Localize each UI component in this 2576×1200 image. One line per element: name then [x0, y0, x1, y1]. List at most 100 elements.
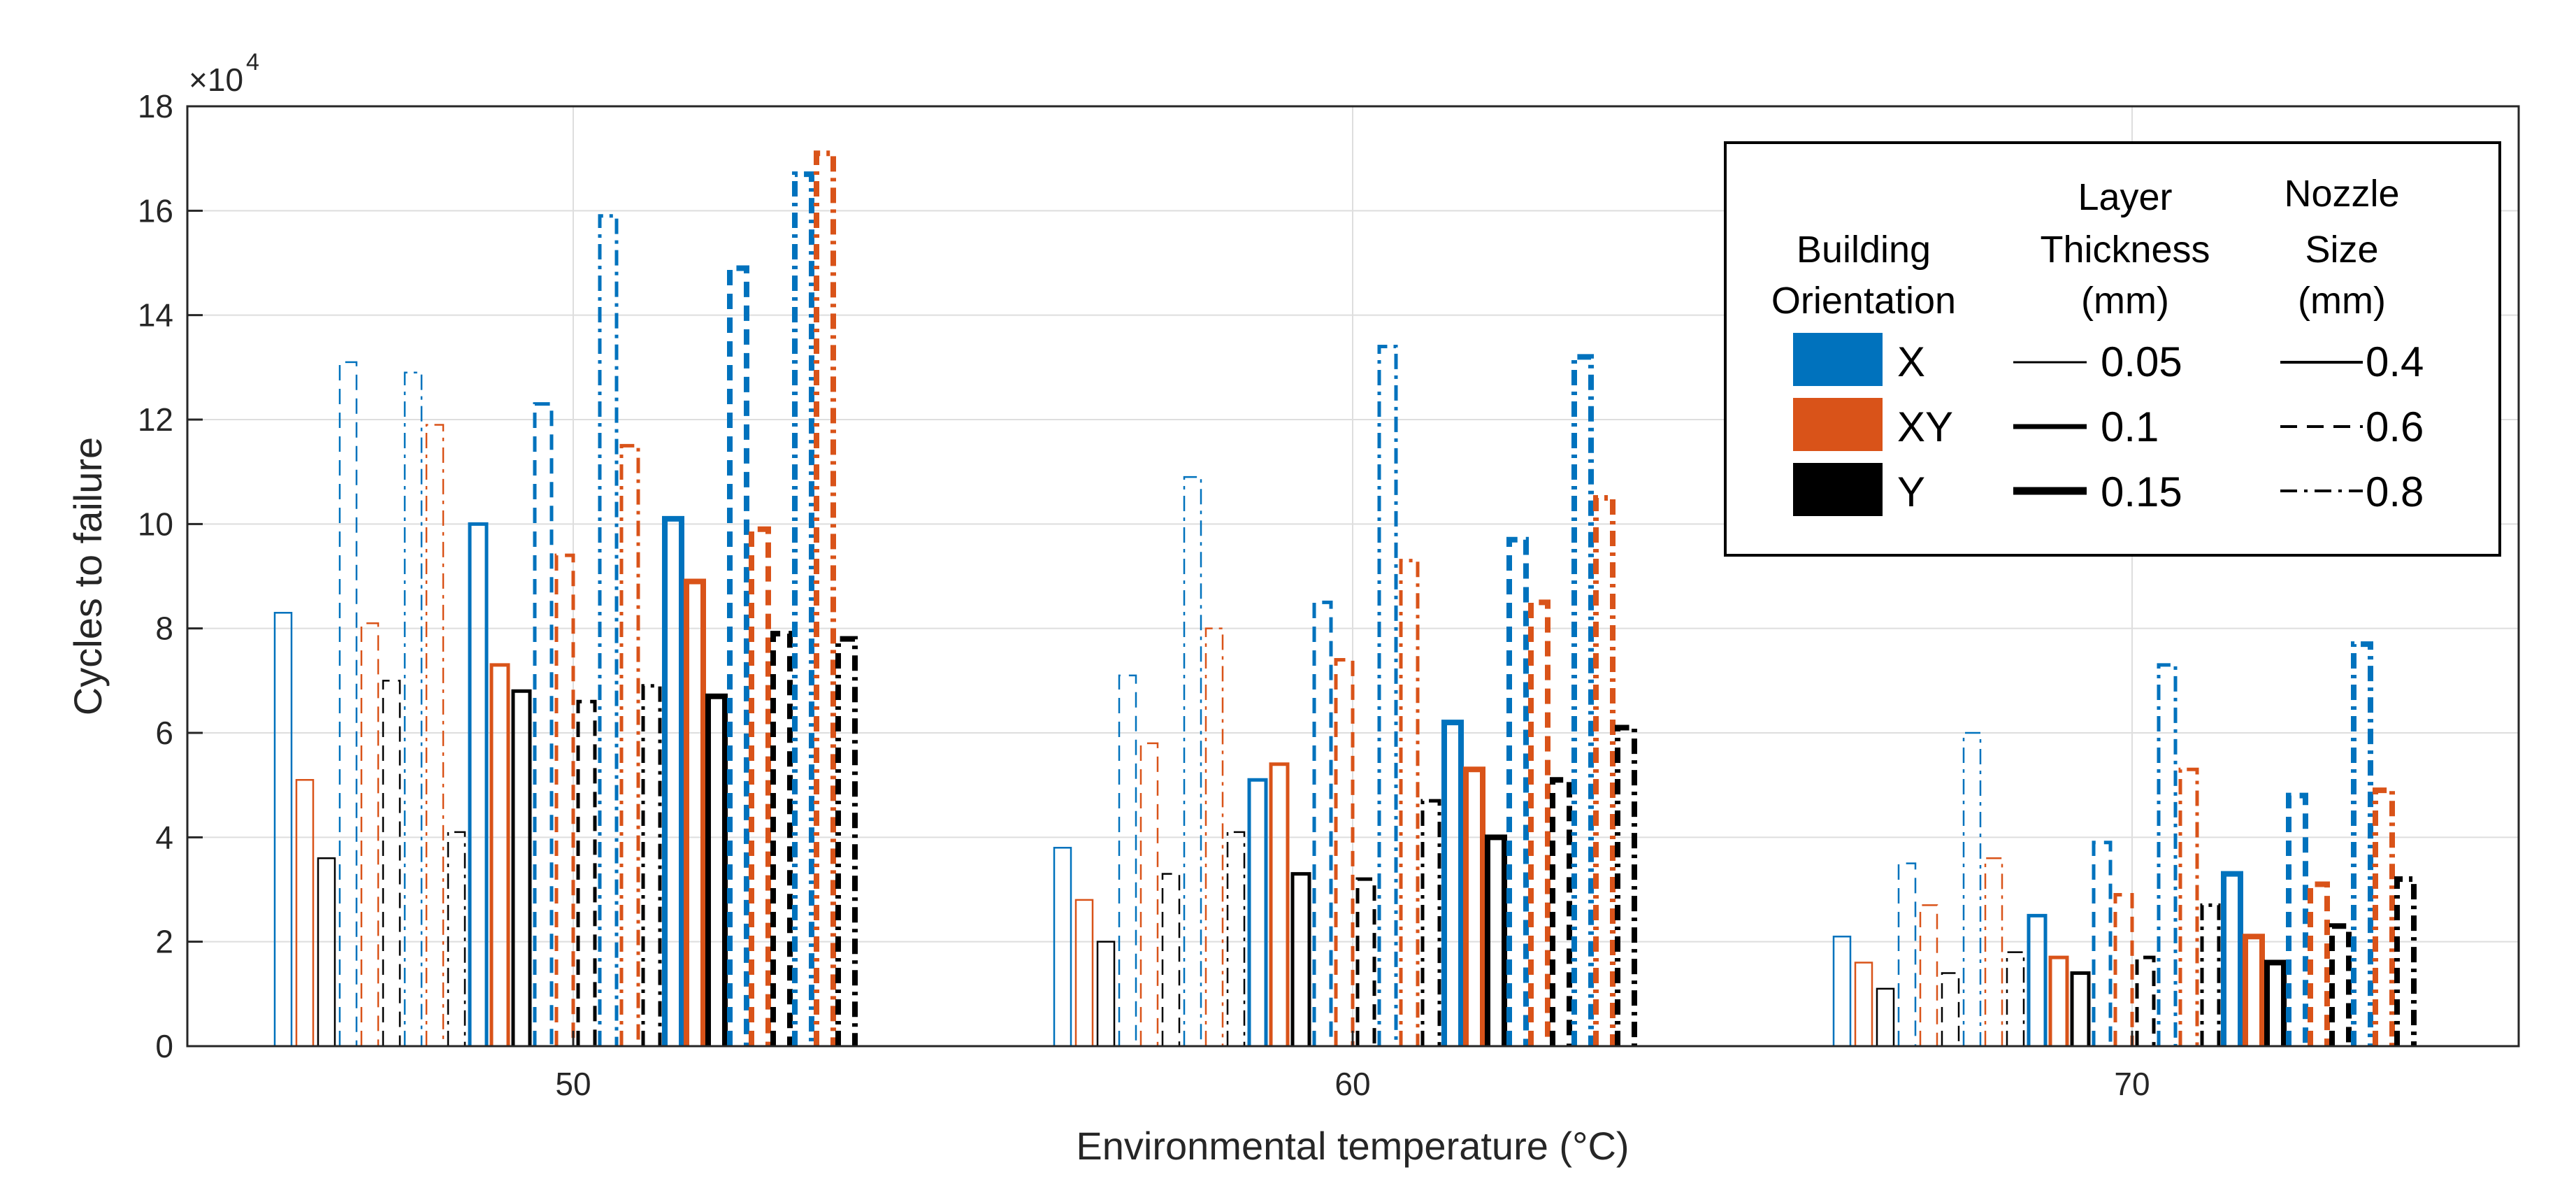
- x-tick-label: 60: [1334, 1066, 1370, 1102]
- bar-xy-lt0.05-nz0.4-t70: [1854, 962, 1873, 1046]
- bar-x-lt0.05-nz0.4-t50: [273, 612, 293, 1046]
- bar-y-lt0.1-nz0.8-t50: [641, 684, 662, 1046]
- bar-x-lt0.1-nz0.4-t60: [1247, 778, 1268, 1046]
- x-tick-label: 70: [2114, 1066, 2150, 1102]
- bar-xy-lt0.1-nz0.4-t60: [1269, 762, 1290, 1046]
- bar-x-lt0.05-nz0.4-t70: [1832, 935, 1852, 1046]
- bar-x-lt0.1-nz0.6-t50: [533, 402, 554, 1046]
- legend-label-layer-015: 0.15: [2101, 469, 2182, 515]
- bar-y-lt0.1-nz0.4-t50: [511, 689, 532, 1046]
- bar-y-lt0.05-nz0.6-t60: [1161, 873, 1181, 1046]
- legend-label-nozzle-06: 0.6: [2366, 403, 2424, 450]
- bar-xy-lt0.05-nz0.6-t50: [360, 622, 380, 1046]
- legend-swatch-xy: [1793, 398, 1883, 451]
- bar-x-lt0.1-nz0.6-t70: [2092, 841, 2113, 1046]
- bar-y-lt0.05-nz0.4-t70: [1876, 987, 1895, 1046]
- bar-y-lt0.05-nz0.8-t60: [1226, 831, 1246, 1046]
- y-exponent-base: ×10: [189, 62, 243, 98]
- bar-xy-lt0.15-nz0.8-t50: [814, 150, 836, 1046]
- bar-x-lt0.15-nz0.6-t50: [727, 265, 749, 1046]
- bar-y-lt0.1-nz0.4-t70: [2070, 971, 2091, 1046]
- bar-y-lt0.1-nz0.6-t50: [576, 699, 597, 1046]
- bar-y-lt0.1-nz0.6-t60: [1355, 877, 1376, 1046]
- bar-y-lt0.15-nz0.8-t60: [1615, 724, 1637, 1046]
- x-axis-label: Environmental temperature (°C): [1076, 1124, 1629, 1168]
- bar-xy-lt0.05-nz0.6-t60: [1139, 742, 1159, 1046]
- bar-y-lt0.15-nz0.4-t60: [1485, 834, 1507, 1046]
- y-tick-label: 14: [138, 297, 173, 334]
- bar-x-lt0.1-nz0.8-t70: [2157, 663, 2178, 1046]
- legend-header-layer-2: Thickness: [2040, 229, 2210, 271]
- bar-y-lt0.05-nz0.6-t70: [1941, 972, 1960, 1046]
- legend-header-orientation-2: Orientation: [1771, 280, 1956, 322]
- y-tick-label: 16: [138, 192, 173, 229]
- bar-xy-lt0.1-nz0.8-t70: [2178, 767, 2199, 1046]
- bar-xy-lt0.1-nz0.6-t70: [2113, 892, 2134, 1046]
- bar-xy-lt0.15-nz0.8-t60: [1593, 495, 1616, 1046]
- bar-xy-lt0.15-nz0.6-t50: [749, 526, 771, 1046]
- bar-xy-lt0.1-nz0.4-t70: [2048, 955, 2069, 1046]
- legend-swatch-x: [1793, 333, 1883, 386]
- bar-y-lt0.1-nz0.8-t70: [2200, 903, 2221, 1046]
- y-tick-label: 18: [138, 88, 173, 124]
- bar-y-lt0.15-nz0.4-t50: [705, 693, 728, 1046]
- bar-xy-lt0.1-nz0.4-t50: [489, 663, 510, 1046]
- bar-xy-lt0.1-nz0.6-t50: [554, 553, 575, 1046]
- bar-x-lt0.05-nz0.6-t60: [1118, 674, 1137, 1046]
- bar-xy-lt0.15-nz0.4-t50: [684, 578, 706, 1046]
- bar-x-lt0.15-nz0.4-t60: [1441, 720, 1464, 1046]
- bar-x-lt0.05-nz0.8-t50: [403, 371, 423, 1046]
- bar-x-lt0.1-nz0.4-t70: [2027, 913, 2048, 1046]
- bar-xy-lt0.05-nz0.8-t50: [425, 424, 445, 1046]
- legend-header-nozzle-3: (mm): [2298, 280, 2386, 322]
- bar-xy-lt0.15-nz0.6-t60: [1528, 599, 1550, 1046]
- bar-x-lt0.05-nz0.4-t60: [1053, 847, 1072, 1046]
- legend-header-layer-1: Layer: [2078, 176, 2172, 218]
- bar-xy-lt0.15-nz0.4-t60: [1463, 766, 1485, 1046]
- legend-label-xy: XY: [1897, 403, 1953, 450]
- bar-x-lt0.1-nz0.8-t60: [1377, 344, 1398, 1046]
- legend-label-nozzle-04: 0.4: [2366, 338, 2424, 385]
- y-tick-label: 12: [138, 401, 173, 438]
- legend-label-layer-01: 0.1: [2101, 403, 2159, 450]
- bar-xy-lt0.05-nz0.6-t70: [1919, 904, 1938, 1046]
- y-tick-label: 8: [155, 610, 173, 647]
- bar-xy-lt0.1-nz0.8-t50: [619, 443, 640, 1046]
- legend: Building Orientation Layer Thickness (mm…: [1724, 141, 2501, 557]
- x-tick-label: 50: [555, 1066, 591, 1102]
- y-tick-label: 4: [155, 819, 173, 855]
- legend-header-orientation-1: Building: [1797, 229, 1931, 271]
- bar-y-lt0.1-nz0.4-t60: [1290, 872, 1311, 1046]
- legend-header-nozzle-1: Nozzle: [2284, 173, 2399, 215]
- bars: [273, 150, 2417, 1046]
- bar-x-lt0.05-nz0.6-t50: [338, 361, 358, 1046]
- bar-y-lt0.05-nz0.8-t70: [2006, 951, 2025, 1046]
- bar-xy-lt0.15-nz0.8-t70: [2373, 787, 2395, 1046]
- bar-y-lt0.1-nz0.6-t70: [2135, 955, 2156, 1046]
- bar-xy-lt0.05-nz0.8-t70: [1984, 857, 2003, 1046]
- axis-ticks: 0 2 4 6 8 10 12 14 16 18 50 60 70: [138, 88, 2150, 1102]
- bar-y-lt0.05-nz0.4-t60: [1096, 941, 1116, 1046]
- bar-xy-lt0.1-nz0.6-t60: [1334, 657, 1355, 1046]
- y-tick-label: 10: [138, 506, 173, 542]
- bar-y-lt0.15-nz0.8-t50: [835, 636, 858, 1046]
- legend-label-nozzle-08: 0.8: [2366, 469, 2424, 515]
- bar-y-lt0.1-nz0.8-t60: [1420, 799, 1441, 1046]
- bar-y-lt0.05-nz0.4-t50: [317, 857, 336, 1046]
- bar-x-lt0.1-nz0.6-t60: [1312, 600, 1333, 1046]
- bar-y-lt0.15-nz0.4-t70: [2264, 959, 2287, 1046]
- legend-label-layer-005: 0.05: [2101, 338, 2182, 385]
- bar-x-lt0.15-nz0.8-t50: [792, 171, 814, 1046]
- legend-header-layer-3: (mm): [2081, 280, 2169, 322]
- bar-xy-lt0.15-nz0.4-t70: [2243, 934, 2265, 1046]
- bar-x-lt0.05-nz0.8-t60: [1183, 476, 1202, 1046]
- y-axis-label: Cycles to failure: [66, 437, 110, 715]
- bar-x-lt0.15-nz0.4-t50: [662, 515, 684, 1046]
- y-exponent-power: 4: [246, 49, 259, 76]
- bar-xy-lt0.05-nz0.4-t50: [295, 778, 315, 1046]
- bar-xy-lt0.05-nz0.4-t60: [1074, 899, 1094, 1046]
- legend-header-nozzle-2: Size: [2305, 229, 2378, 271]
- legend-swatch-y: [1793, 463, 1883, 516]
- bar-x-lt0.15-nz0.8-t60: [1571, 354, 1594, 1046]
